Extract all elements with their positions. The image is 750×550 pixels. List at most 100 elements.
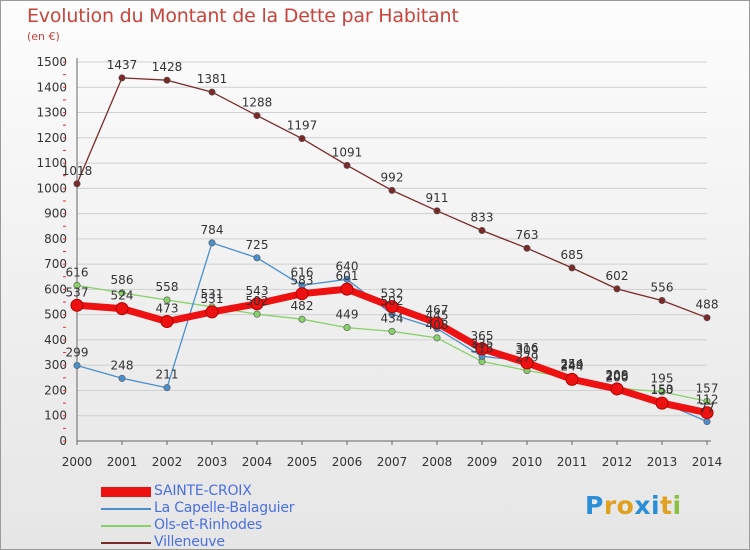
data-label: 616 [66,265,89,279]
data-point-ols-et-rinhodes [343,324,351,332]
data-point-sainte-croix [160,314,174,328]
logo-letter: x [634,491,651,520]
data-point-ols-et-rinhodes [388,327,396,335]
data-point-sainte-croix [520,356,534,370]
data-point-villeneuve [163,76,171,84]
data-label: 583 [291,274,314,288]
data-label: 640 [336,259,359,273]
logo-letter: t [660,491,673,520]
x-tick-label: 2000 [62,455,93,469]
x-tick-label: 2001 [107,455,138,469]
data-label: 408 [426,318,449,332]
data-label: 434 [381,311,404,325]
data-label: 543 [246,284,269,298]
data-point-sainte-croix [475,342,489,356]
data-label: 316 [516,341,539,355]
data-point-la-capelle-balaguier [253,254,261,262]
data-label: 244 [561,359,584,373]
data-label: 616 [291,265,314,279]
chart-subtitle: (en €) [27,30,60,43]
data-label: 502 [246,294,269,308]
data-point-ols-et-rinhodes [73,281,81,289]
data-label: 299 [66,345,89,359]
data-point-sainte-croix [295,287,309,301]
data-point-sainte-croix [610,382,624,396]
data-point-villeneuve [613,285,621,293]
data-label: 1288 [242,96,273,110]
x-tick-label: 2012 [602,455,633,469]
x-tick-label: 2004 [242,455,273,469]
data-label: 784 [201,223,224,237]
legend-swatch [101,541,151,544]
data-point-sainte-croix [115,302,129,316]
logo-letter: i [672,491,682,520]
data-label: 833 [471,211,494,225]
y-tick-label: 800 [44,232,67,246]
data-point-villeneuve [208,88,216,96]
data-point-sainte-croix [340,282,354,296]
data-label: 77 [699,402,714,416]
data-point-villeneuve [703,314,711,322]
data-point-ols-et-rinhodes [118,289,126,297]
y-tick-label: 1400 [36,80,67,94]
y-tick-label: 400 [44,333,67,347]
data-label: 279 [516,351,539,365]
data-label: 200 [606,370,629,384]
x-tick-label: 2002 [152,455,183,469]
data-label: 150 [651,383,674,397]
logo-letter: o [616,491,635,520]
data-point-sainte-croix [250,297,264,311]
data-label: 209 [606,368,629,382]
data-label: 473 [156,301,179,315]
data-label: 524 [111,289,134,303]
y-tick-label: 1500 [36,55,67,69]
data-point-villeneuve [253,112,261,120]
data-label: 211 [156,368,179,382]
data-label: 531 [201,287,224,301]
data-point-sainte-croix [385,300,399,314]
legend-label: Villeneuve [154,534,225,550]
logo-letter: P [585,491,604,520]
data-label: 911 [426,191,449,205]
data-label: 309 [516,343,539,357]
data-point-la-capelle-balaguier [343,275,351,283]
data-label: 445 [426,309,449,323]
data-label: 112 [696,393,719,407]
data-point-sainte-croix [205,305,219,319]
data-point-sainte-croix [655,396,669,410]
y-tick-label: 900 [44,207,67,221]
data-label: 531 [201,292,224,306]
data-point-villeneuve [568,264,576,272]
legend-swatch [101,486,151,497]
data-label: 365 [471,329,494,343]
data-label: 1197 [287,119,318,133]
x-tick-label: 2003 [197,455,228,469]
y-tick-label: 1100 [36,156,67,170]
y-tick-label: 300 [44,358,67,372]
data-label: 685 [561,248,584,262]
data-point-villeneuve [73,180,81,188]
logo-letter: i [651,491,661,520]
y-tick-label: 600 [44,282,67,296]
data-label: 206 [606,369,629,383]
data-label: 153 [651,382,674,396]
data-label: 537 [66,285,89,299]
data-label: 763 [516,228,539,242]
data-point-la-capelle-balaguier [163,384,171,392]
y-tick-label: 1300 [36,106,67,120]
x-tick-label: 2014 [692,455,723,469]
data-label: 725 [246,238,269,252]
data-point-sainte-croix [430,316,444,330]
data-point-ols-et-rinhodes [163,296,171,304]
data-point-ols-et-rinhodes [433,334,441,342]
y-tick-label: 700 [44,257,67,271]
data-label: 249 [561,358,584,372]
data-label: 1437 [107,58,138,72]
y-tick-label: 100 [44,409,67,423]
data-label: 1018 [62,164,93,178]
data-label: 1381 [197,72,228,86]
chart-title: Evolution du Montant de la Dette par Hab… [27,5,459,27]
data-label: 335 [471,336,494,350]
x-tick-label: 2010 [512,455,543,469]
